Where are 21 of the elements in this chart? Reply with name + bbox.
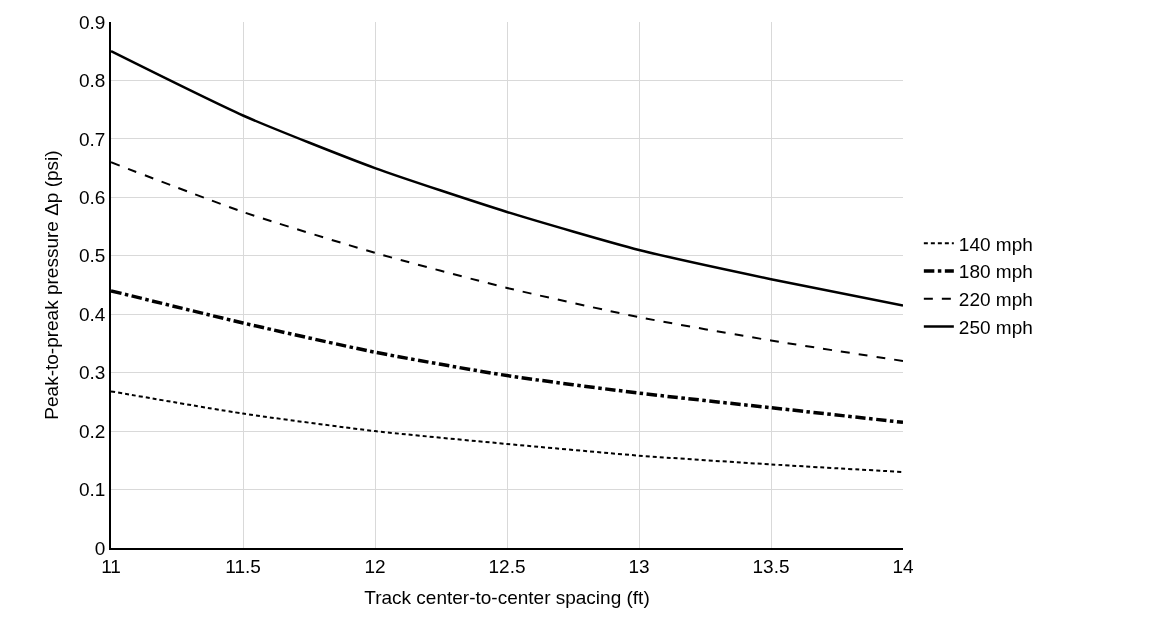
y-tick-label: 0.1 xyxy=(79,479,106,501)
y-tick-label: 0.3 xyxy=(79,362,106,384)
y-tick-label: 0.5 xyxy=(79,245,106,267)
x-axis-title: Track center-to-center spacing (ft) xyxy=(364,586,650,608)
x-tick-label: 12 xyxy=(364,555,386,577)
legend-label: 220 mph xyxy=(958,289,1033,311)
y-tick-label: 0.7 xyxy=(79,128,106,150)
x-tick-label: 13.5 xyxy=(752,555,790,577)
x-tick-label: 14 xyxy=(892,555,914,577)
legend-label: 180 mph xyxy=(958,261,1033,283)
x-tick-label: 12.5 xyxy=(488,555,526,577)
y-tick-label: 0.8 xyxy=(79,70,106,92)
x-tick-label: 11.5 xyxy=(225,555,261,577)
y-tick-label: 0.9 xyxy=(79,11,106,33)
y-tick-label: 0.2 xyxy=(79,420,106,442)
x-tick-label: 13 xyxy=(628,555,650,577)
legend-label: 250 mph xyxy=(958,316,1033,338)
y-axis-title: Peak-to-preak pressure Δp (psi) xyxy=(41,150,63,420)
y-tick-label: 0.6 xyxy=(79,186,106,208)
legend-label: 140 mph xyxy=(958,233,1033,255)
y-tick-label: 0.4 xyxy=(79,303,106,325)
